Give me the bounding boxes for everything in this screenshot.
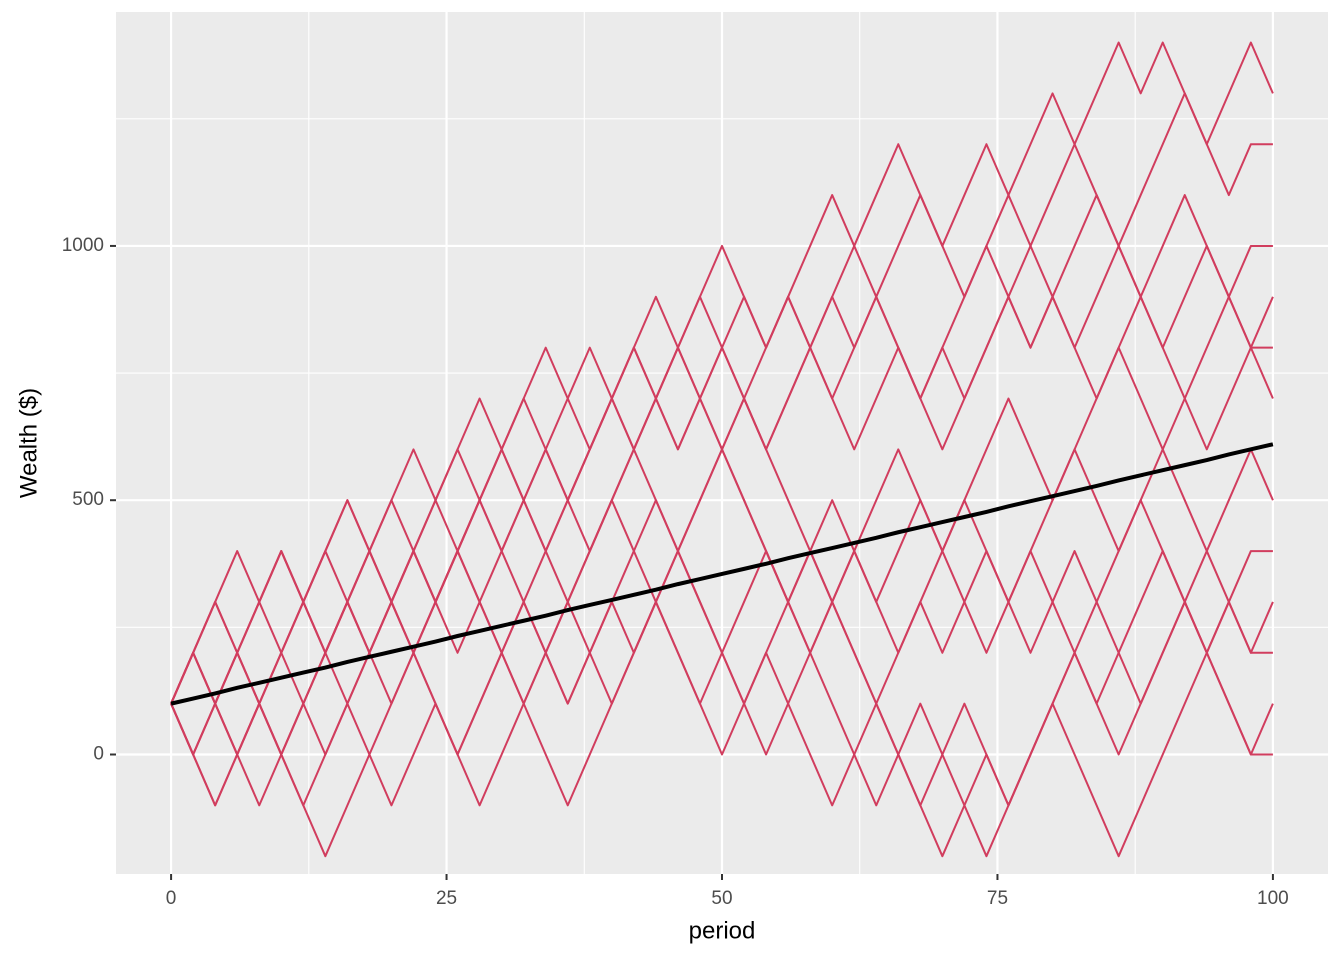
y-tick-label: 1000 (62, 235, 104, 256)
y-tick-label: 500 (72, 489, 104, 510)
series-line (170, 550, 1273, 858)
y-tick-label: 0 (93, 744, 104, 765)
y-axis-title: Wealth ($) (15, 388, 42, 498)
x-tick-label: 75 (987, 888, 1008, 909)
series-line (170, 442, 1274, 706)
x-tick-label: 25 (436, 888, 457, 909)
x-tick-label: 100 (1257, 888, 1289, 909)
x-tick-label: 0 (166, 888, 177, 909)
x-axis-title: period (689, 917, 756, 944)
series-line (170, 499, 1274, 858)
series-line (170, 346, 1273, 756)
x-tick-label: 50 (711, 888, 732, 909)
